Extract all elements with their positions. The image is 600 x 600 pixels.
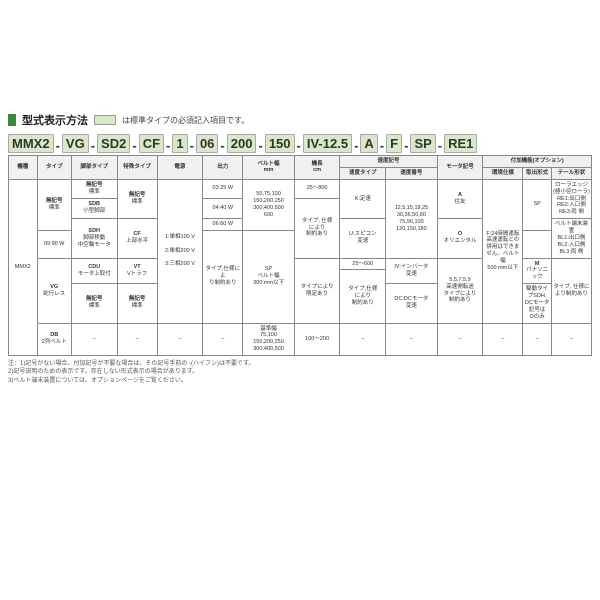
c-type3: DB2列ベルト [37,323,71,356]
legend-caption: は標準タイプの必須記入項目です。 [122,115,249,126]
c-len2: タイプ, 仕様により制約あり [294,198,340,258]
c-spd3: IV:インバータ変速 [386,258,437,284]
h-kishu: 機種 [9,156,38,180]
h-output: 出力 [203,156,243,180]
c-len1: 25〜800 [294,179,340,198]
c-bw3: 基準幅75,100150,200,250300,400,500 [243,323,294,356]
c-out3: 06:60 W [203,219,243,231]
c-disp2: SPベルト幅300 mm以下 [243,231,294,324]
seg-7: 150 [265,134,295,153]
c-out2: 04:40 W [203,198,243,219]
c-leg3: SDH脚部移動中空軸モータ [71,219,117,258]
c-sp1: 無記号標準 [117,179,157,218]
c-disp1: SP [523,179,552,230]
section-title: 型式表示方法 [22,112,88,128]
c-dash6: − [386,323,437,356]
c-bw1: 50,75,100150,200,250300,400,500600 [243,179,294,230]
spec-table: 機種 タイプ 脚部タイプ 特殊タイプ 電源 出力 ベルト幅mm 機長cm 速度記… [8,155,592,356]
c-spd4: DC:DCモータ変速 [386,284,437,323]
c-out5: タイプにより限定あり [294,258,340,323]
c-spn2: 5,5,7.5,9高速側転送タイプにより制約あり [437,258,483,323]
h-motor: モータ記号 [437,156,483,180]
c-dash5: − [340,323,386,356]
c-dash3: − [157,323,203,356]
c-dash4: − [203,323,243,356]
h-disp: 取出形式 [523,167,552,179]
c-sp3: VTVトラフ [117,258,157,284]
c-spd1: K:定速 [340,179,386,218]
c-out4: 09:90 W [37,231,71,259]
c-mot1: A住友 [437,179,483,218]
seg-2: SD2 [97,134,130,153]
h-special: 特殊タイプ [117,156,157,180]
c-leg2: SDB小型脚部 [71,198,117,219]
seg-12: RE1 [444,134,477,153]
h-beltw: ベルト幅mm [243,156,294,180]
c-sp4: 無記号標準 [117,284,157,323]
c-tail2: ベルト端末装置BL1:出口側BL2:入口側BL3:両 側 [551,219,591,258]
c-len3: 25〜600 [340,258,386,270]
c-bw2: タイプ,仕様により制約あり [203,231,243,324]
h-type: タイプ [37,156,71,180]
c-mot2: Oオリエンタル [437,219,483,258]
c-out1: 03:25 W [203,179,243,198]
title-row: 型式表示方法 は標準タイプの必須記入項目です。 [8,112,592,128]
c-type2: VG蛇行レス [37,258,71,323]
c-len4: タイプ,仕様により制約あり [340,270,386,323]
seg-10: F [386,134,402,153]
seg-5: 06 [196,134,218,153]
c-dash1: − [71,323,117,356]
c-sp2: CF上部水平 [117,219,157,258]
seg-6: 200 [227,134,257,153]
c-leg5: 無記号標準 [71,284,117,323]
note-2: 2)記号説明のための表示です。存在しない形式表示の場合があります。 [8,368,592,376]
h-power: 電源 [157,156,203,180]
h-speed: 速度記号 [340,156,437,168]
green-block-icon [8,114,16,126]
footnotes: 注：1)記号がない場合、付加記号が不要な場合は、その記号手前の -(ハイフン)は… [8,360,592,385]
c-type1: 無記号標準 [37,179,71,230]
c-env1: F:24時間運転高速運転との併用はできません。ベルト幅500 mm以下 [483,179,523,323]
c-tail4: − [551,323,591,356]
header-row1: 機種 タイプ 脚部タイプ 特殊タイプ 電源 出力 ベルト幅mm 機長cm 速度記… [9,156,592,168]
c-len5: 100〜200 [294,323,340,356]
c-dash2: − [117,323,157,356]
seg-9: A [360,134,377,153]
h-spdtype: 速度タイプ [340,167,386,179]
h-tail: テール形状 [551,167,591,179]
c-mot3: Mパナソニック [523,258,552,284]
c-disp3: − [523,323,552,356]
note-1: 注：1)記号がない場合、付加記号が不要な場合は、その記号手前の -(ハイフン)は… [8,360,592,368]
seg-11: SP [410,134,435,153]
seg-0: MMX2 [8,134,54,153]
c-leg1: 無記号標準 [71,179,117,198]
c-spd2: U:スピコン変速 [340,219,386,258]
h-option: 付加機能(オプション) [483,156,592,168]
c-pwr: 1:単相100 V2:単相200 V3:三相200 V [157,179,203,323]
h-length: 機長cm [294,156,340,180]
c-tail3: タイプ, 仕様により制約あり [551,258,591,323]
seg-8: IV-12.5 [303,134,352,153]
legend-swatch [94,115,116,125]
seg-3: CF [139,134,164,153]
seg-1: VG [62,134,89,153]
c-mot4: 駆動タイプSDH,DCモータ記号はOのみ [523,284,552,323]
note-3: 3)ベルト端末装置については、オプションページをご覧ください。 [8,377,592,385]
c-kishu: MMX2 [9,179,38,355]
c-spn1: 12.5,15,18,2530,36,50,6075,90,100120,150… [386,179,437,258]
h-leg: 脚部タイプ [71,156,117,180]
row-8: DB2列ベルト − − − − 基準幅75,100150,200,250300,… [9,323,592,356]
model-code-row: MMX2- VG- SD2- CF- 1- 06- 200- 150- IV-1… [8,134,592,153]
h-env: 環境仕様 [483,167,523,179]
c-tail1: ローラエッジ(極小径ローラ)RE1:出口側RE2:入口側RE3:両 側 [551,179,591,218]
seg-4: 1 [172,134,187,153]
c-dash8: − [483,323,523,356]
row-1: MMX2 無記号標準 無記号標準 無記号標準 1:単相100 V2:単相200 … [9,179,592,198]
c-leg4: CDUモータ上取付 [71,258,117,284]
h-spdnum: 速度番号 [386,167,437,179]
c-dash7: − [437,323,483,356]
